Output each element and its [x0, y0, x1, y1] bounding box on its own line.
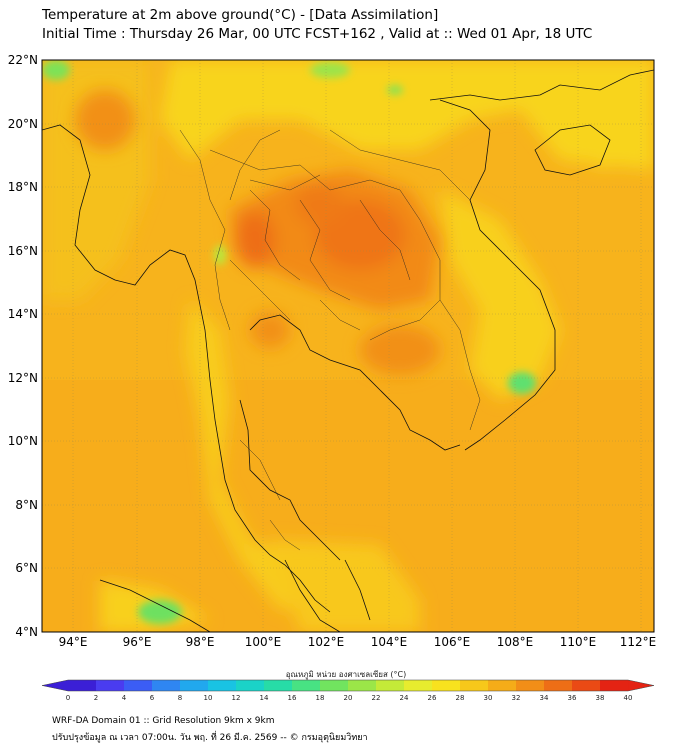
colorbar-tick-label: 24: [400, 694, 409, 702]
colorbar-segment: [460, 680, 475, 691]
colorbar-segment: [250, 680, 265, 691]
lon-label: 96°E: [123, 635, 152, 649]
lat-label: 4°N: [15, 625, 38, 639]
colorbar-segment: [334, 680, 349, 691]
colorbar-segment: [362, 680, 377, 691]
colorbar-tick-label: 38: [596, 694, 605, 702]
colorbar-extend-high: [628, 680, 654, 691]
colorbar-tick-label: 14: [260, 694, 269, 702]
colorbar-outline: [41, 679, 655, 692]
lat-label: 8°N: [15, 498, 38, 512]
colorbar-segment: [390, 680, 405, 691]
lon-label: 98°E: [186, 635, 215, 649]
colorbar-segment: [180, 680, 195, 691]
colorbar-segment: [404, 680, 419, 691]
colorbar-segment: [264, 680, 279, 691]
colorbar-tick-label: 4: [122, 694, 127, 702]
lon-label: 100°E: [245, 635, 282, 649]
colorbar-segment: [572, 680, 587, 691]
colorbar-segment: [82, 680, 97, 691]
colorbar-tick-label: 36: [568, 694, 577, 702]
colorbar-extend-low: [42, 680, 68, 691]
footer-update-info: ปรับปรุงข้อมูล ณ เวลา 07:00น. วัน พฤ. ที…: [52, 733, 368, 743]
lat-label: 20°N: [8, 117, 38, 131]
temperature-field: [42, 60, 654, 632]
colorbar-tick-label: 0: [66, 694, 70, 702]
lon-label: 102°E: [308, 635, 345, 649]
colorbar-segment: [474, 680, 489, 691]
colorbar-tick-label: 10: [204, 694, 213, 702]
colorbar-segment: [502, 680, 517, 691]
lat-label: 12°N: [8, 371, 38, 385]
colorbar-tick-label: 20: [344, 694, 353, 702]
colorbar-segment: [530, 680, 545, 691]
colorbar-segment: [418, 680, 433, 691]
coastlines: [42, 69, 654, 632]
colorbar-tick-label: 16: [288, 694, 297, 702]
colorbar-ticks: 0 2 4 6 8 10 12 14 16 18 20 22 24 26 28 30 32 34 36 38 40: [66, 694, 633, 702]
colorbar-segment: [152, 680, 167, 691]
colorbar-title: อุณหภูมิ หน่วย องศาเซลเซียส (°C): [286, 670, 407, 680]
colorbar-segment: [544, 680, 559, 691]
colorbar: [41, 679, 655, 692]
latitude-labels: 22°N 20°N 18°N 16°N 14°N 12°N 10°N 8°N 6…: [8, 53, 38, 639]
lon-label: 94°E: [59, 635, 88, 649]
colorbar-segment: [124, 680, 139, 691]
colorbar-segment: [194, 680, 209, 691]
graticule: [42, 60, 654, 632]
lon-label: 108°E: [497, 635, 534, 649]
colorbar-segment: [236, 680, 251, 691]
colorbar-segment: [110, 680, 125, 691]
colorbar-tick-label: 8: [178, 694, 182, 702]
colorbar-tick-label: 40: [624, 694, 633, 702]
colorbar-segment: [376, 680, 391, 691]
colorbar-segment: [558, 680, 573, 691]
lat-label: 14°N: [8, 307, 38, 321]
colorbar-tick-label: 26: [428, 694, 437, 702]
lat-label: 16°N: [8, 244, 38, 258]
colorbar-tick-label: 34: [540, 694, 549, 702]
colorbar-tick-label: 28: [456, 694, 465, 702]
colorbar-segment: [166, 680, 181, 691]
colorbar-segment: [600, 680, 615, 691]
lat-label: 6°N: [15, 561, 38, 575]
colorbar-segment: [68, 680, 83, 691]
colorbar-segment: [222, 680, 237, 691]
colorbar-segment: [138, 680, 153, 691]
footer-model-info: WRF-DA Domain 01 :: Grid Resolution 9km …: [52, 716, 275, 726]
colorbar-tick-label: 30: [484, 694, 493, 702]
colorbar-segment: [292, 680, 307, 691]
colorbar-segment: [446, 680, 461, 691]
lon-label: 110°E: [560, 635, 597, 649]
map-subtitle: Initial Time : Thursday 26 Mar, 00 UTC F…: [42, 26, 593, 42]
lon-label: 112°E: [620, 635, 657, 649]
colorbar-segment: [432, 680, 447, 691]
colorbar-tick-label: 22: [372, 694, 381, 702]
colorbar-segment: [306, 680, 321, 691]
lat-label: 18°N: [8, 180, 38, 194]
colorbar-segment: [96, 680, 111, 691]
longitude-labels: 94°E 96°E 98°E 100°E 102°E 104°E 106°E 1…: [59, 635, 657, 649]
colorbar-segment: [488, 680, 503, 691]
lat-label: 10°N: [8, 434, 38, 448]
colorbar-tick-label: 2: [94, 694, 98, 702]
colorbar-tick-label: 18: [316, 694, 325, 702]
lon-label: 106°E: [434, 635, 471, 649]
lat-label: 22°N: [8, 53, 38, 67]
colorbar-segment: [516, 680, 531, 691]
borders: [179, 129, 481, 551]
colorbar-segment: [278, 680, 293, 691]
colorbar-segment: [586, 680, 601, 691]
colorbar-tick-label: 12: [232, 694, 241, 702]
colorbar-segment: [348, 680, 363, 691]
colorbar-tick-label: 6: [150, 694, 155, 702]
colorbar-segment: [320, 680, 335, 691]
map-frame: [41, 59, 655, 633]
lon-label: 104°E: [371, 635, 408, 649]
colorbar-tick-label: 32: [512, 694, 521, 702]
colorbar-segment: [208, 680, 223, 691]
map-title: Temperature at 2m above ground(°C) - [Da…: [42, 7, 439, 23]
colorbar-segment: [614, 680, 629, 691]
